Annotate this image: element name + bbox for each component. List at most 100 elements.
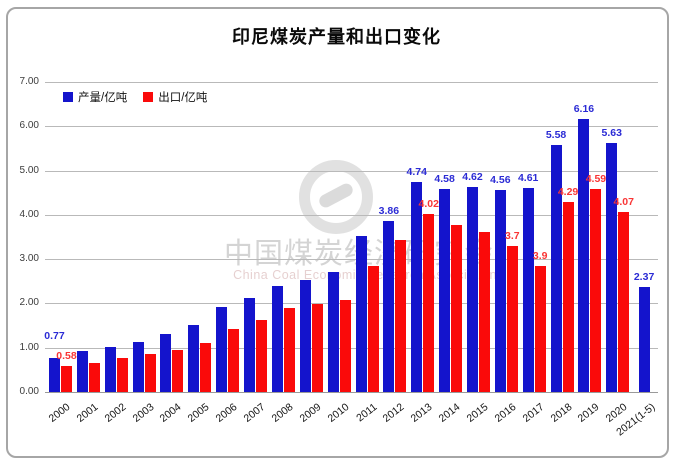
x-axis-tick-label: 2015	[464, 401, 491, 425]
bar-production	[383, 221, 395, 392]
bar-export	[339, 300, 351, 392]
y-axis-tick-label: 2.00	[19, 297, 39, 309]
bar-export	[618, 211, 630, 392]
bar-export	[200, 343, 212, 392]
x-axis-tick-label: 2007	[241, 401, 268, 425]
legend-swatch-export-icon	[143, 92, 154, 102]
bar-value-label: 5.58	[545, 128, 567, 141]
bar-value-label: 4.74	[406, 166, 427, 179]
x-axis-tick-label: 2004	[158, 401, 184, 425]
bar-value-label: 5.63	[601, 126, 622, 139]
bar-value-label: 0.58	[56, 350, 77, 363]
x-axis-tick-label: 2017	[520, 401, 547, 425]
bar-production	[216, 306, 228, 392]
bar-export	[61, 366, 72, 392]
bar-value-label: 3.86	[378, 205, 400, 218]
watermark-logo-icon	[299, 160, 373, 234]
x-axis-tick-label: 2003	[130, 401, 157, 425]
bar-value-label: 4.02	[418, 197, 439, 210]
bar-export	[590, 188, 602, 392]
x-axis-tick-label: 2002	[102, 401, 129, 425]
y-axis-tick-label: 6.00	[19, 120, 39, 132]
bar-export	[228, 329, 240, 392]
bar-export	[562, 202, 574, 392]
x-axis-tick-label: 2010	[325, 401, 352, 425]
bar-value-label: 6.16	[573, 103, 595, 116]
bar-value-label: 3.9	[532, 249, 548, 262]
legend: 产量/亿吨 出口/亿吨	[63, 89, 207, 105]
bar-production	[439, 189, 451, 392]
bar-export	[283, 308, 295, 392]
bar-value-label: 4.29	[557, 186, 579, 198]
gridline	[45, 126, 658, 128]
bar-export	[88, 363, 100, 392]
bar-export	[423, 213, 435, 392]
bar-export	[451, 225, 463, 392]
gridline	[45, 82, 658, 83]
gridline	[45, 303, 658, 305]
legend-swatch-production-icon	[63, 92, 73, 102]
bar-export	[534, 265, 546, 392]
bar-export	[311, 304, 323, 392]
bar-value-label: 4.62	[462, 171, 483, 184]
x-axis-tick-label: 2009	[297, 401, 324, 425]
bar-export	[506, 245, 518, 392]
x-axis-tick-label: 2018	[548, 401, 574, 425]
bar-production	[299, 279, 311, 392]
x-axis-tick-label: 2014	[436, 401, 463, 425]
bar-export	[367, 266, 379, 392]
bar-value-label: 2.37	[633, 271, 655, 284]
bar-production	[49, 357, 60, 392]
bar-production	[578, 119, 590, 392]
y-axis-tick-label: 5.00	[19, 164, 39, 176]
bar-production	[355, 235, 367, 392]
bar-value-label: 4.07	[613, 195, 634, 208]
bar-production	[550, 144, 562, 392]
x-axis-tick-label: 2011	[353, 401, 379, 425]
bar-export	[116, 357, 128, 392]
bar-export	[172, 349, 184, 392]
x-axis-tick-label: 2008	[269, 401, 296, 425]
gridline	[45, 214, 658, 216]
x-axis-tick-label: 2013	[408, 401, 435, 425]
bar-production	[638, 287, 650, 392]
bar-value-label: 4.56	[490, 174, 511, 187]
bar-export	[144, 353, 156, 392]
bar-production	[411, 182, 423, 392]
bar-production	[327, 271, 339, 392]
legend-label-production: 产量/亿吨	[78, 92, 128, 104]
bar-production	[606, 142, 618, 392]
bar-value-label: 4.59	[585, 172, 607, 185]
bar-export	[256, 320, 268, 392]
bar-production	[188, 324, 200, 392]
x-axis-tick-label: 2006	[213, 401, 240, 425]
y-axis-tick-label: 0.00	[19, 386, 39, 397]
gridline	[45, 259, 658, 261]
bar-production	[104, 346, 116, 392]
bar-production	[466, 187, 478, 392]
bar-production	[522, 187, 534, 392]
bar-production	[244, 297, 256, 392]
x-axis-tick-label: 2005	[185, 401, 212, 425]
bar-value-label: 4.58	[434, 173, 455, 186]
plot-area: 7.00 6.00 5.00 4.00 3.00 2.00 1.00 0.00 0.77 0.58…	[20, 76, 658, 439]
x-axis-tick-label: 2016	[492, 401, 519, 425]
y-axis-tick-label: 3.00	[19, 253, 39, 265]
y-axis-tick-label: 1.00	[19, 341, 39, 353]
bar-production	[271, 285, 283, 392]
bar-production	[76, 351, 88, 392]
x-axis-tick-label: 2001	[74, 401, 101, 425]
bar-value-label: 3.7	[505, 229, 520, 242]
gridline	[45, 347, 658, 349]
legend-label-export: 出口/亿吨	[158, 92, 208, 104]
x-axis-tick-label: 2019	[576, 401, 602, 425]
bar-production	[494, 190, 506, 392]
bar-value-label: 4.61	[517, 171, 539, 184]
bar-export	[478, 231, 490, 392]
chart-title: 印尼煤炭产量和出口变化	[232, 27, 441, 47]
bar-value-label: 0.77	[44, 329, 65, 342]
bar-production	[132, 341, 144, 392]
x-axis-tick-label: 2000	[46, 401, 73, 425]
gridline	[45, 170, 658, 172]
